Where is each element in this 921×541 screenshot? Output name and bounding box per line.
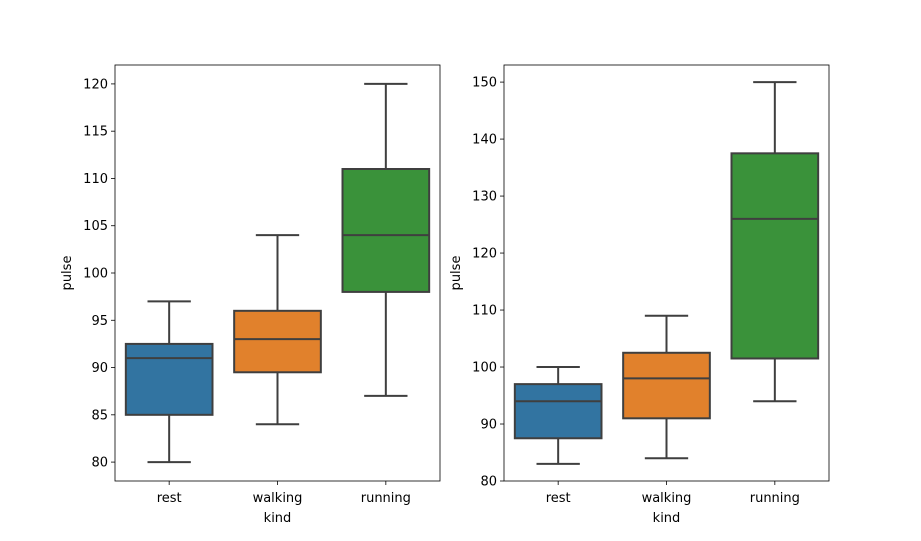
left-x-tick-label: rest: [157, 491, 182, 506]
right-y-tick-label: 120: [472, 247, 497, 262]
right-y-tick-label: 140: [472, 133, 497, 148]
left-y-tick-label: 100: [83, 267, 108, 282]
right-x-tick-label: rest: [546, 491, 571, 506]
right-y-tick-label: 110: [472, 304, 497, 319]
right-y-tick-label: 130: [472, 190, 497, 205]
left-y-tick-label: 95: [91, 314, 108, 329]
right-y-tick-label: 90: [480, 418, 497, 433]
left-y-tick-label: 85: [91, 408, 108, 423]
right-x-axis-label: kind: [653, 511, 681, 526]
left-box-walking: [233, 309, 322, 374]
left-y-tick-label: 105: [83, 219, 108, 234]
right-y-tick-label: 150: [472, 76, 497, 91]
left-y-axis-label: pulse: [60, 256, 75, 291]
left-y-tick-label: 110: [83, 172, 108, 187]
left-x-tick-label: walking: [253, 491, 303, 506]
left-y-tick-label: 120: [83, 77, 108, 92]
right-x-tick-label: running: [750, 491, 800, 506]
left-y-tick-label: 80: [91, 456, 108, 471]
right-x-tick-label: walking: [642, 491, 692, 506]
left-box-rest: [124, 342, 214, 416]
right-y-tick-label: 100: [472, 361, 497, 376]
right-box-running: [730, 152, 820, 360]
left-x-tick-label: running: [361, 491, 411, 506]
right-box-rest: [513, 383, 603, 440]
right-box-walking: [622, 351, 711, 420]
left-y-tick-label: 115: [83, 125, 108, 140]
left-x-axis-label: kind: [264, 511, 292, 526]
left-subplot: kind pulse 80 85 90 95 100 105 110 115 120 rest wa…: [60, 64, 441, 526]
left-box-running: [341, 168, 431, 293]
right-y-axis-label: pulse: [449, 256, 464, 291]
left-y-tick-label: 90: [91, 361, 108, 376]
right-subplot: kind pulse 80 90 100 110 120 130 140 150 rest wal…: [449, 64, 830, 526]
right-y-tick-label: 80: [480, 475, 497, 490]
